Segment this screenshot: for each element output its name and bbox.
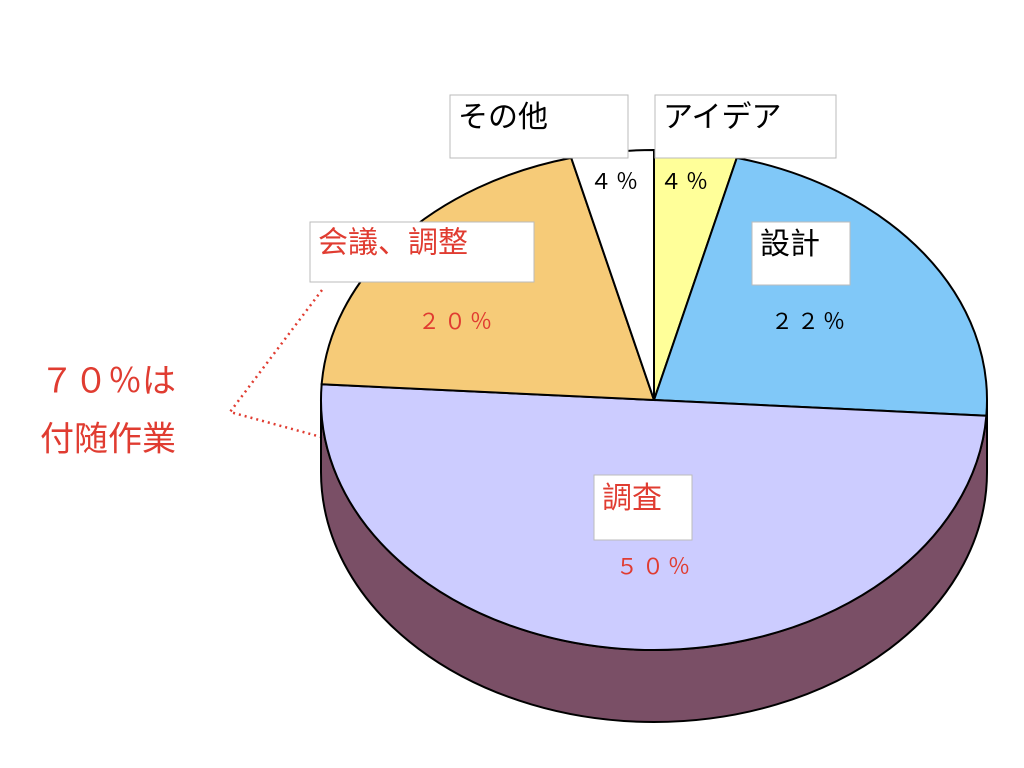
annotation: ７０％は	[40, 362, 176, 402]
category-label: その他	[458, 100, 548, 135]
category-label: 設計	[760, 227, 820, 262]
label-box	[751, 221, 851, 286]
label-box	[309, 221, 535, 283]
value-label: ２２％	[771, 310, 849, 335]
value-label: ４％	[590, 170, 642, 195]
label-box	[593, 474, 693, 541]
label-box	[654, 94, 837, 159]
value-label: ２０％	[418, 310, 496, 335]
category-label: 会議、調整	[318, 226, 468, 261]
category-label: アイデア	[663, 100, 782, 135]
category-label: 調査	[602, 481, 662, 516]
label-box	[449, 94, 629, 159]
annotation: 付随作業	[40, 420, 176, 460]
pie-slice	[652, 156, 988, 417]
value-label: ５０％	[616, 555, 694, 580]
value-label: ４％	[660, 170, 712, 195]
